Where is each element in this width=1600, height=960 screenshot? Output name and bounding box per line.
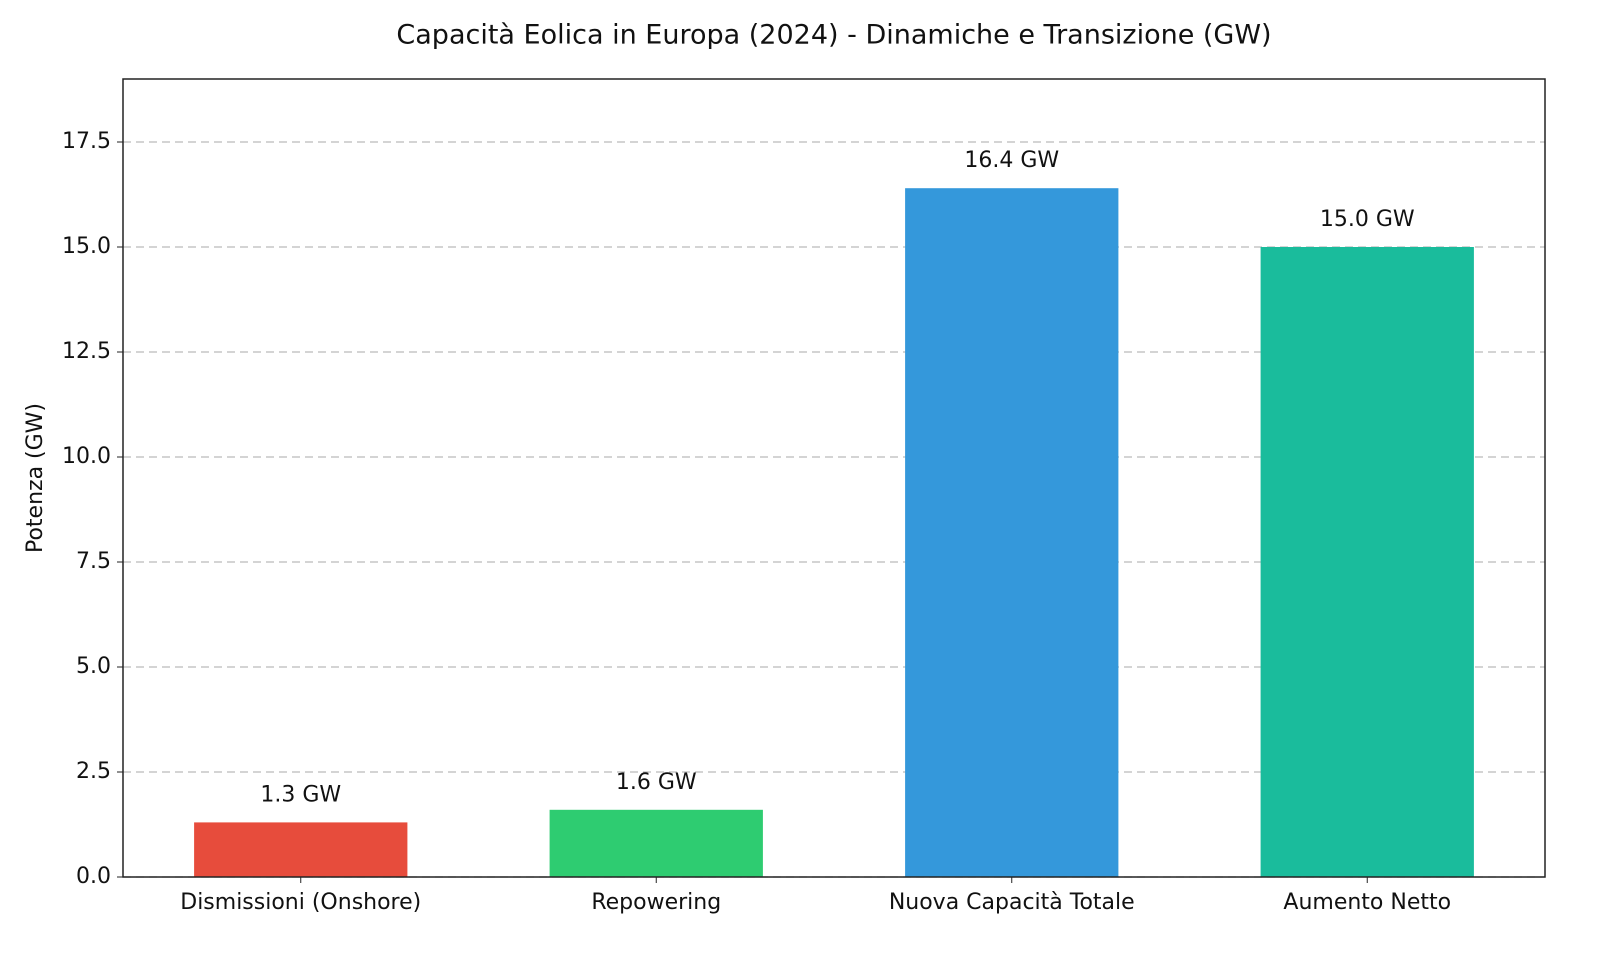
- chart-title: Capacità Eolica in Europa (2024) - Dinam…: [396, 20, 1271, 51]
- y-axis-label: Potenza (GW): [23, 403, 48, 553]
- bar: [194, 822, 408, 877]
- x-tick-label: Aumento Netto: [1283, 890, 1451, 915]
- value-label: 16.4 GW: [964, 148, 1059, 173]
- y-tick-label: 0.0: [76, 864, 111, 889]
- y-tick-label: 7.5: [76, 549, 111, 574]
- y-tick-label: 10.0: [62, 444, 111, 469]
- y-tick-label: 15.0: [62, 234, 111, 259]
- value-label: 15.0 GW: [1320, 207, 1415, 232]
- plot-frame: [122, 78, 1546, 878]
- x-tick-label: Nuova Capacità Totale: [889, 890, 1135, 915]
- x-tick-label: Repowering: [591, 890, 721, 915]
- y-tick-label: 2.5: [76, 759, 111, 784]
- bar: [549, 809, 763, 877]
- bar: [905, 188, 1119, 877]
- y-tick-label: 5.0: [76, 654, 111, 679]
- y-tick-label: 17.5: [62, 129, 111, 154]
- y-tick-label: 12.5: [62, 339, 111, 364]
- x-tick-label: Dismissioni (Onshore): [180, 890, 421, 915]
- value-label: 1.6 GW: [616, 770, 697, 795]
- value-label: 1.3 GW: [260, 782, 341, 807]
- bar: [1260, 247, 1474, 877]
